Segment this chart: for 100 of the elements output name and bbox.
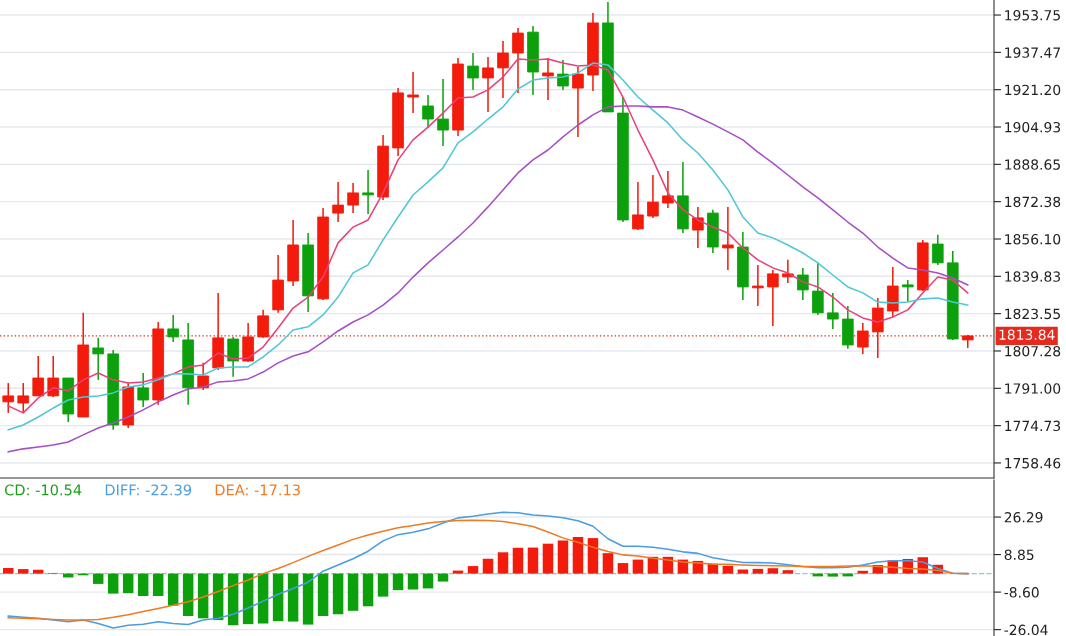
y-tick-label: 1921.20 [1005, 84, 1061, 96]
candlestick [332, 181, 344, 223]
bar [302, 573, 314, 625]
bar [317, 573, 329, 616]
bar [332, 573, 344, 615]
candlestick [497, 40, 509, 99]
text: CD: -10.54 [4, 484, 82, 496]
candlestick [437, 78, 449, 147]
y-tick-label: 1904.93 [1005, 121, 1061, 133]
y-tick-label: 26.29 [1004, 512, 1043, 523]
bar [482, 558, 494, 574]
candlestick [542, 57, 554, 101]
y-tick-label: 1856.10 [1005, 233, 1061, 245]
y-tick-label: -26.04 [1004, 624, 1048, 636]
bar [722, 565, 734, 574]
bar [602, 553, 614, 574]
y-tick-label: 1823.55 [1005, 308, 1060, 320]
bar [17, 569, 29, 574]
candlestick [137, 372, 149, 408]
candlestick [572, 66, 584, 138]
bar [827, 573, 839, 577]
bar [617, 563, 629, 574]
bar [92, 573, 104, 584]
bar [167, 573, 179, 606]
candlestick [767, 269, 779, 327]
y-tick-label: 1807.28 [1005, 345, 1061, 357]
candlestick [901, 279, 914, 303]
bar [632, 559, 644, 574]
bar [437, 573, 449, 582]
bar [767, 568, 779, 574]
bar [257, 573, 269, 624]
candlestick [931, 234, 944, 266]
bar [512, 547, 524, 574]
bar [407, 573, 419, 590]
candlestick [632, 181, 644, 231]
bar [497, 552, 509, 574]
candlestick [422, 94, 434, 129]
bar [542, 543, 554, 574]
y-tick-label: 1872.38 [1005, 196, 1061, 208]
y-tick-label: 1774.73 [1005, 420, 1061, 432]
bar [392, 573, 404, 591]
bar [107, 573, 119, 594]
bar [752, 568, 764, 574]
candlestick [347, 182, 359, 214]
candlestick [722, 206, 734, 271]
text: DEA: -17.13 [215, 484, 300, 496]
y-tick-label: 1839.83 [1005, 271, 1061, 282]
candlestick [871, 297, 884, 359]
candlestick [812, 262, 824, 316]
bar [467, 566, 479, 574]
bar [377, 573, 389, 597]
candlestick [2, 382, 15, 414]
y-tick-label: 1791.00 [1005, 383, 1061, 394]
candlestick [647, 174, 659, 219]
candlestick [32, 355, 45, 397]
bar [137, 573, 149, 596]
candlestick [257, 309, 269, 339]
bar [347, 573, 359, 611]
candlestick [227, 336, 239, 378]
candlestick [407, 71, 419, 114]
text: DIFF: -22.39 [105, 484, 192, 496]
candlestick [467, 52, 479, 91]
bar [557, 540, 569, 574]
bar [857, 570, 869, 574]
y-tick-label: -8.60 [1004, 587, 1039, 598]
bar [452, 570, 464, 574]
bar [3, 568, 14, 574]
candlestick [17, 382, 30, 414]
candlestick [827, 292, 839, 330]
candlestick [362, 169, 374, 215]
bar [122, 573, 134, 594]
bar [287, 573, 299, 622]
bar [152, 573, 164, 596]
candlestick [512, 27, 524, 94]
bar [527, 547, 539, 574]
bar [587, 538, 599, 574]
y-tick-label: 1953.75 [1005, 9, 1060, 21]
candlestick [167, 314, 179, 343]
y-tick-label: 8.85 [1004, 549, 1034, 561]
candlestick [92, 337, 105, 381]
candlestick [482, 56, 494, 113]
bar [782, 570, 794, 574]
line-series [7, 105, 969, 453]
y-tick-label: 1758.46 [1005, 457, 1061, 469]
ref-line-label: 1813.84 [999, 329, 1055, 340]
bar [362, 573, 374, 607]
bar [197, 573, 209, 619]
bar [422, 573, 434, 589]
bar [272, 573, 284, 622]
bar [737, 569, 749, 574]
bar [32, 569, 44, 574]
candlestick [692, 206, 704, 249]
y-tick-label: 1937.47 [1005, 47, 1060, 58]
candlestick [662, 170, 674, 209]
bar [182, 573, 194, 616]
candlestick [797, 267, 809, 301]
candlestick [857, 322, 869, 355]
y-tick-label: 1888.65 [1005, 159, 1060, 170]
candlestick [197, 362, 209, 391]
candlestick [752, 264, 764, 307]
